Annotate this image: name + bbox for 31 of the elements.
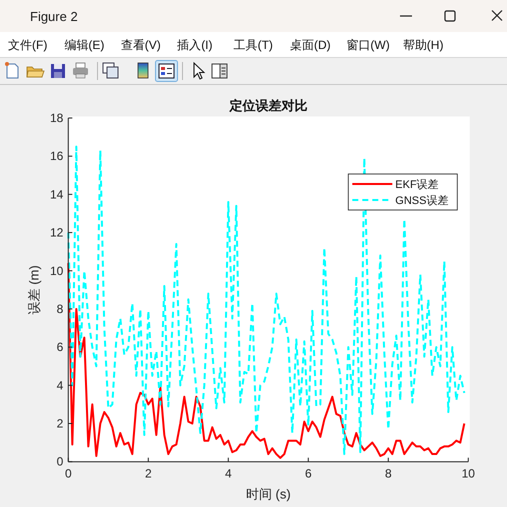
y-axis-title: 误差 (m) [26,265,42,314]
x-tick-label: 6 [304,466,312,481]
line-series [67,262,466,459]
x-tick-label: 2 [144,466,152,481]
text: 工具(T) [234,38,273,52]
y-tick-label: 8 [56,302,64,316]
y-tick-label: 0 [56,454,64,469]
y-tick-label: 16 [50,149,64,164]
x-axis-title: 时间 (s) [246,486,291,502]
line-series [67,146,466,456]
legend-label: GNSS误差 [395,195,448,207]
text: 窗口(W) [346,38,390,52]
text: 帮助(H) [402,38,444,52]
y-tick-label: 2 [56,416,64,431]
x-tick-label: 4 [224,466,232,481]
text: 编辑(E) [64,38,104,52]
text: 插入(I) [177,38,213,52]
y-tick-label: 10 [50,264,64,278]
legend-label: EKF误差 [395,179,439,191]
y-tick-label: 18 [50,111,64,125]
text: 文件(F) [8,38,48,52]
text: 桌面(D) [290,38,331,52]
y-tick-label: 14 [50,187,64,202]
y-tick-label: 12 [50,226,64,240]
x-tick-label: 8 [384,466,392,481]
x-tick-label: 10 [462,466,476,481]
y-tick-label: 4 [56,378,64,392]
y-tick-label: 6 [56,340,64,354]
chart-title: 定位误差对比 [228,98,308,113]
caption: Figure 2 [30,9,78,24]
text: 查看(V) [120,38,161,52]
